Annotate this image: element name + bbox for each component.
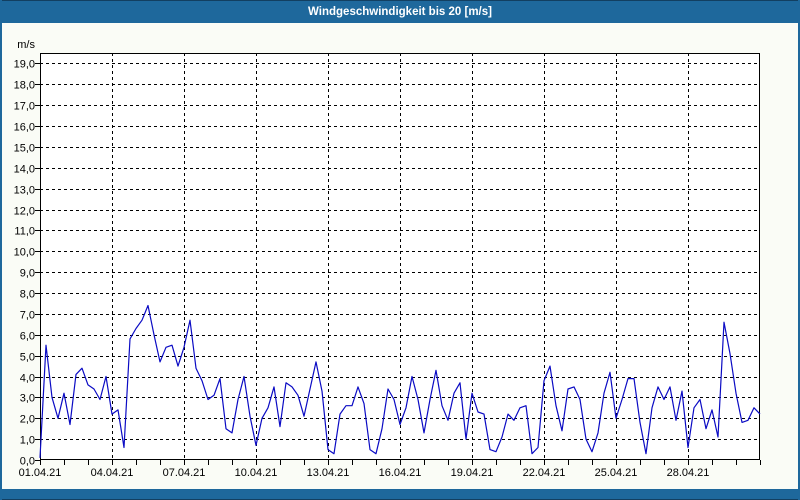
x-tick-label: 28.04.21 xyxy=(667,467,710,479)
y-tick-label: 9,0 xyxy=(20,268,35,280)
window-bottombar xyxy=(2,489,798,500)
y-tick-label: 11,0 xyxy=(14,226,35,238)
window-titlebar: Windgeschwindigkeit bis 20 [m/s] xyxy=(2,0,798,23)
y-tick-label: 0,0 xyxy=(20,456,35,468)
y-tick-label: 17,0 xyxy=(14,101,35,113)
y-tick-label: 2,0 xyxy=(20,414,35,426)
x-axis-labels: 01.04.21 04.04.21 07.04.21 10.04.21 13.04.21… xyxy=(19,467,710,479)
y-tick-label: 12,0 xyxy=(14,206,35,218)
wind-speed-line xyxy=(39,304,761,458)
y-tick-label: 1,0 xyxy=(20,435,35,447)
y-axis-labels: 0,0 1,0 2,0 3,0 4,0 5,0 6,0 7,0 8,0 9,0 10,0 11,0 12… xyxy=(14,59,35,468)
x-tick-label: 10.04.21 xyxy=(235,467,278,479)
y-tick-label: 18,0 xyxy=(14,80,35,92)
x-tick-label: 01.04.21 xyxy=(19,467,62,479)
y-tick-label: 5,0 xyxy=(20,352,35,364)
y-tick-label: 14,0 xyxy=(14,164,35,176)
x-tick-label: 16.04.21 xyxy=(379,467,422,479)
x-tick-label: 19.04.21 xyxy=(451,467,494,479)
y-tick-label: 3,0 xyxy=(20,393,35,405)
x-tick-label: 04.04.21 xyxy=(91,467,134,479)
window-title: Windgeschwindigkeit bis 20 [m/s] xyxy=(308,6,492,18)
x-tick-label: 07.04.21 xyxy=(163,467,206,479)
y-tick-label: 16,0 xyxy=(14,122,35,134)
x-tick-label: 13.04.21 xyxy=(307,467,350,479)
y-tick-label: 19,0 xyxy=(14,59,35,71)
gridlines xyxy=(40,53,760,460)
plot-border xyxy=(40,53,760,460)
y-tick-label: 15,0 xyxy=(14,143,35,155)
x-tick-label: 25.04.21 xyxy=(595,467,638,479)
axis-ticks xyxy=(35,63,761,465)
y-tick-label: 4,0 xyxy=(20,373,35,385)
y-tick-label: 10,0 xyxy=(14,247,35,259)
y-tick-label: 6,0 xyxy=(20,331,35,343)
y-tick-label: 13,0 xyxy=(14,185,35,197)
x-tick-label: 22.04.21 xyxy=(523,467,566,479)
y-axis-unit-label: m/s xyxy=(17,39,35,51)
y-tick-label: 8,0 xyxy=(20,289,35,301)
y-tick-label: 7,0 xyxy=(20,310,35,322)
